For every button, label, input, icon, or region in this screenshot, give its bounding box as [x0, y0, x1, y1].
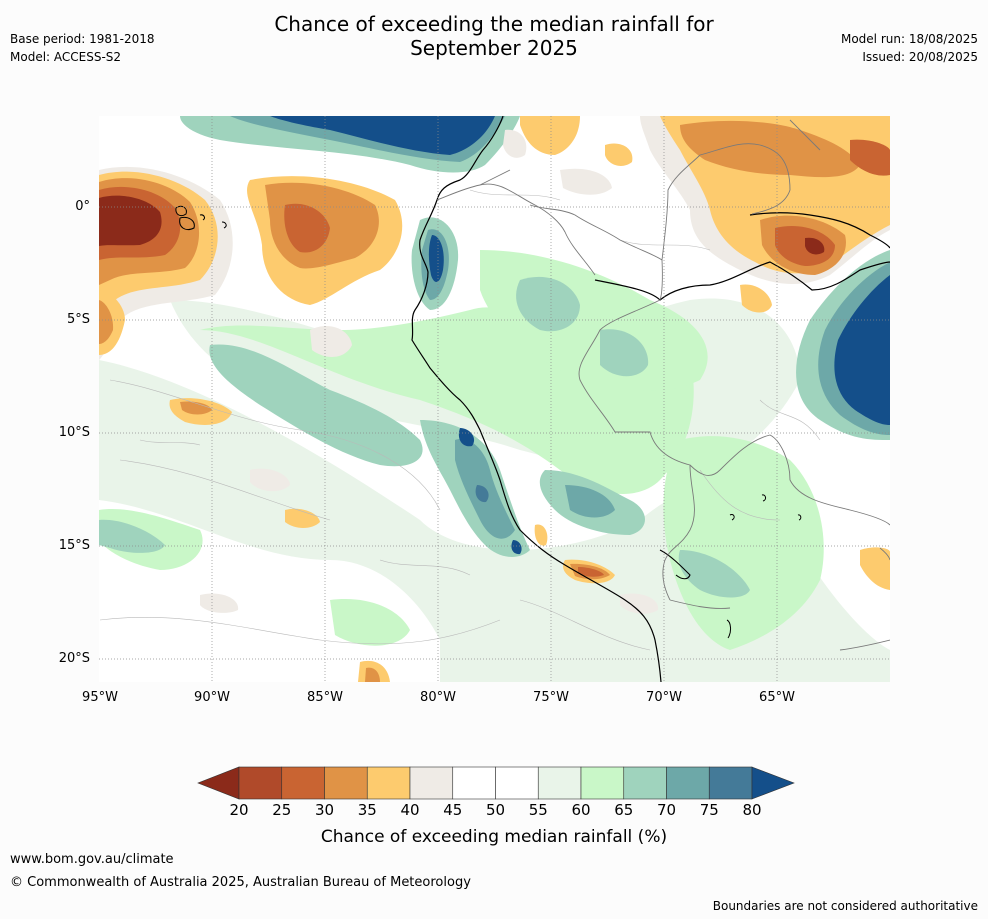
y-tick-label: 5°S — [66, 312, 90, 327]
colorbar-swatch — [537, 766, 582, 800]
colorbar-tick-label: 55 — [528, 801, 548, 819]
model-run: Model run: 18/08/2025 — [840, 32, 978, 46]
issued-date: Issued: 20/08/2025 — [862, 50, 978, 64]
title-line-1: Chance of exceeding the median rainfall … — [274, 12, 714, 36]
x-tick-label: 65°W — [759, 690, 795, 705]
colorbar-swatch — [666, 766, 710, 800]
x-tick-label: 80°W — [420, 690, 456, 705]
x-tick-label: 85°W — [307, 690, 343, 705]
colorbar-tick-label: 45 — [443, 801, 463, 819]
colorbar-tick-label: 35 — [357, 801, 377, 819]
colorbar-tick-label: 60 — [571, 801, 591, 819]
colorbar-tick-label: 30 — [314, 801, 335, 819]
page-title: Chance of exceeding the median rainfall … — [0, 12, 988, 60]
disclaimer-text: Boundaries are not considered authoritat… — [712, 899, 978, 913]
website-link[interactable]: www.bom.gov.au/climate — [10, 852, 174, 867]
colorbar-arrow-high — [751, 766, 795, 800]
colorbar-swatch — [452, 766, 496, 800]
colorbar-tick-label: 25 — [272, 801, 292, 819]
colorbar-swatch — [281, 766, 325, 800]
colorbar-arrow-low — [197, 766, 240, 800]
colorbar-tick-label: 80 — [742, 801, 762, 819]
colorbar-tick-label: 50 — [485, 801, 506, 819]
colorbar-tick-label: 70 — [656, 801, 677, 819]
colorbar-swatch — [324, 766, 368, 800]
x-tick-label: 95°W — [82, 690, 118, 705]
colorbar-swatch — [623, 766, 667, 800]
x-tick-label: 75°W — [533, 690, 569, 705]
colorbar — [197, 766, 795, 800]
y-tick-label: 15°S — [58, 538, 90, 553]
rainfall-field — [99, 116, 890, 682]
y-tick-label: 20°S — [58, 651, 90, 666]
colorbar-tick-label: 65 — [614, 801, 634, 819]
colorbar-swatch — [580, 766, 625, 800]
colorbar-swatch — [495, 766, 539, 800]
x-tick-label: 90°W — [194, 690, 230, 705]
model-name: Model: ACCESS-S2 — [10, 50, 122, 64]
y-tick-label: 0° — [75, 199, 90, 214]
colorbar-title: Chance of exceeding median rainfall (%) — [320, 827, 668, 847]
colorbar-tick-label: 75 — [699, 801, 719, 819]
gridlines — [99, 116, 890, 682]
title-line-2: September 2025 — [410, 36, 578, 60]
colorbar-swatch — [708, 766, 753, 800]
x-tick-label: 70°W — [646, 690, 682, 705]
colorbar-swatch — [366, 766, 411, 800]
meta-left: Base period: 1981-2018 Model: ACCESS-S2 — [10, 30, 155, 66]
copyright-text: © Commonwealth of Australia 2025, Austra… — [10, 875, 471, 890]
y-tick-label: 10°S — [58, 425, 90, 440]
colorbar-swatch — [409, 766, 454, 800]
base-period: Base period: 1981-2018 — [10, 32, 155, 46]
colorbar-swatch — [238, 766, 283, 800]
meta-right: Model run: 18/08/2025 Issued: 20/08/2025 — [841, 30, 978, 66]
colorbar-tick-label: 20 — [229, 801, 249, 819]
country-borders — [436, 119, 890, 651]
colorbar-tick-label: 40 — [400, 801, 420, 819]
